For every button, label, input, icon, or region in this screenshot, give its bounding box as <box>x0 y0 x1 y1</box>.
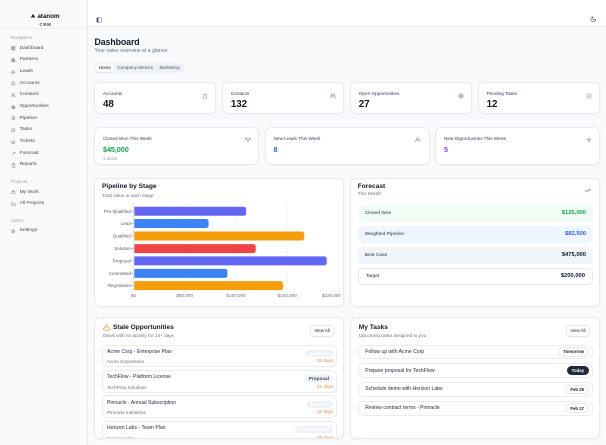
svg-text:Proposal: Proposal <box>113 259 131 264</box>
svg-text:Negotiation: Negotiation <box>108 283 132 288</box>
svg-text:Committed: Committed <box>109 271 132 276</box>
svg-text:$320,000: $320,000 <box>322 293 342 298</box>
svg-text:Solution: Solution <box>114 246 131 251</box>
svg-text:$240,000: $240,000 <box>278 293 298 298</box>
svg-text:$160,000: $160,000 <box>226 293 246 298</box>
svg-text:Lead: Lead <box>121 221 132 226</box>
svg-text:$0: $0 <box>131 293 137 298</box>
svg-text:Pre-Qualified: Pre-Qualified <box>104 209 131 214</box>
svg-text:$80,000: $80,000 <box>176 293 193 298</box>
svg-text:Qualified: Qualified <box>113 234 132 239</box>
